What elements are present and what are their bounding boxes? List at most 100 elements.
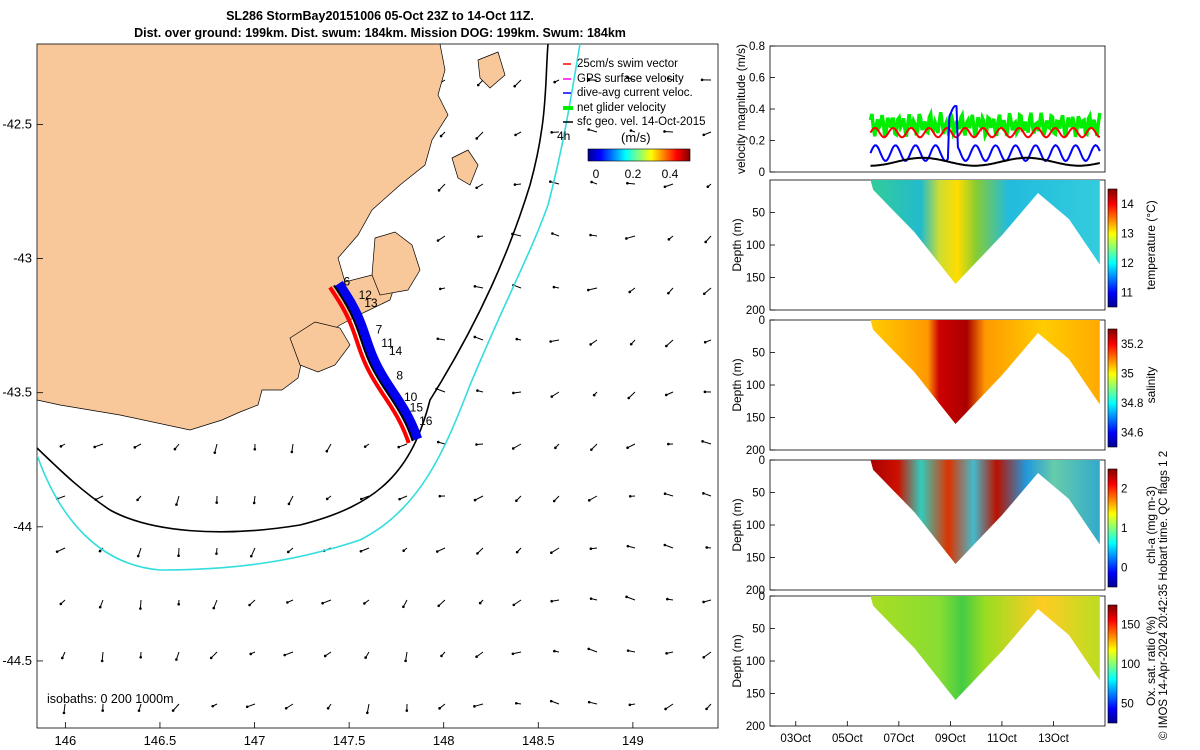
current-arrow-head bbox=[404, 659, 407, 663]
current-arrow bbox=[360, 547, 370, 552]
current-arrow-head bbox=[665, 652, 668, 655]
current-arrow-head bbox=[589, 547, 593, 551]
current-arrow bbox=[474, 703, 484, 707]
current-arrow-head bbox=[512, 603, 516, 607]
current-arrow-head bbox=[587, 700, 591, 704]
day-label-3: 7 bbox=[376, 323, 383, 337]
current-arrow bbox=[551, 700, 560, 705]
current-arrow-head bbox=[435, 550, 439, 553]
glider-path bbox=[333, 284, 414, 442]
current-arrow-head bbox=[702, 492, 705, 495]
current-arrow bbox=[284, 651, 294, 656]
isobath-200m bbox=[37, 44, 549, 533]
current-arrow bbox=[705, 235, 712, 243]
map-y-tick-0: -42.5 bbox=[2, 116, 32, 131]
current-arrow-head bbox=[215, 552, 218, 555]
current-arrow-head bbox=[177, 554, 180, 558]
section-ytick-0: 0 bbox=[759, 315, 765, 327]
current-arrow bbox=[101, 651, 104, 661]
current-arrow-head bbox=[171, 709, 175, 712]
current-arrow-head bbox=[554, 446, 557, 450]
section-ylabel: Depth (m) bbox=[730, 358, 744, 411]
current-arrow-head bbox=[551, 232, 554, 235]
section-ylabel: Depth (m) bbox=[730, 218, 744, 271]
current-arrow bbox=[474, 285, 484, 289]
map-y-tick-1: -43 bbox=[13, 251, 32, 266]
tasman-peninsula bbox=[289, 321, 351, 373]
time-tick-2: 07Oct bbox=[884, 733, 915, 745]
current-arrow bbox=[437, 547, 446, 552]
current-arrow-head bbox=[402, 605, 405, 609]
section-ytick-4: 200 bbox=[746, 445, 765, 457]
swim-vector-track bbox=[328, 286, 411, 444]
current-arrow-head bbox=[287, 502, 291, 506]
current-arrow-head bbox=[706, 185, 710, 189]
section-colorbar bbox=[1107, 188, 1118, 308]
imos-footer: © IMOS 14-Apr-2024 20:42:35 Hobart time.… bbox=[1158, 450, 1170, 740]
current-arrow-head bbox=[137, 709, 141, 712]
current-arrow bbox=[626, 235, 636, 239]
current-arrow-head bbox=[436, 239, 440, 242]
chart-title-line1: SL286 StormBay20151006 05-Oct 23Z to 14-… bbox=[226, 9, 534, 23]
current-arrow-head bbox=[550, 551, 553, 555]
velocity-panel: 0 0.2 0.4 0.6 0.8 velocity magnitude (m/s) bbox=[734, 41, 1106, 179]
current-arrow bbox=[664, 130, 674, 133]
current-arrow-head bbox=[245, 705, 249, 709]
legend-swim-label: 25cm/s swim vector bbox=[577, 58, 678, 70]
day-label-6: 8 bbox=[396, 368, 403, 382]
freycinet-peninsula bbox=[477, 51, 506, 89]
current-arrow-head bbox=[61, 656, 64, 660]
current-arrow-head bbox=[705, 707, 708, 711]
current-arrow bbox=[628, 391, 636, 399]
colorbar-tick-0: 0 bbox=[1121, 562, 1127, 574]
current-arrow bbox=[474, 336, 484, 341]
current-arrow-head bbox=[475, 137, 479, 140]
current-arrow-head bbox=[359, 549, 363, 553]
current-arrow-head bbox=[475, 186, 478, 190]
current-arrow-head bbox=[592, 393, 596, 397]
current-arrow bbox=[664, 544, 674, 549]
current-arrow-head bbox=[323, 654, 327, 658]
current-arrow-head bbox=[626, 181, 629, 185]
colorbar-tick-1: 34.8 bbox=[1121, 398, 1143, 410]
section-ytick-1: 100 bbox=[746, 240, 765, 252]
current-arrow bbox=[665, 703, 674, 710]
current-arrow-head bbox=[437, 189, 441, 192]
day-label-0: 6 bbox=[343, 274, 350, 288]
current-arrow-head bbox=[59, 445, 63, 448]
current-arrow bbox=[438, 183, 446, 191]
time-tick-3: 09Oct bbox=[935, 733, 966, 745]
isobath-1000m bbox=[37, 44, 581, 571]
velocity-series-3 bbox=[870, 156, 1101, 167]
current-arrow-head bbox=[248, 603, 251, 607]
current-arrow-head bbox=[553, 649, 556, 653]
day-label-1: 12 bbox=[359, 288, 373, 302]
colorbar-tick-2: 150 bbox=[1121, 620, 1140, 632]
current-arrow-head bbox=[514, 133, 517, 137]
current-arrow-head bbox=[437, 604, 441, 608]
velocity-series-2 bbox=[869, 104, 1101, 163]
isobath-legend-label: isobaths: 0 200 1000m bbox=[47, 692, 173, 706]
current-arrow bbox=[250, 547, 256, 557]
current-arrow bbox=[513, 284, 522, 289]
day-label-5: 14 bbox=[389, 344, 403, 358]
current-arrow-head bbox=[702, 655, 706, 659]
current-arrow bbox=[437, 235, 446, 241]
current-arrow-head bbox=[284, 706, 288, 710]
colorbar-label: salinity bbox=[1144, 367, 1158, 404]
current-arrow bbox=[626, 596, 636, 601]
current-arrow bbox=[214, 443, 218, 453]
current-arrow bbox=[57, 495, 66, 500]
velocity-series-1 bbox=[869, 126, 1101, 139]
velocity-ytick-3: 0.6 bbox=[749, 73, 765, 85]
legend-net-label: net glider velocity bbox=[577, 102, 666, 114]
current-arrow bbox=[172, 703, 180, 711]
map-y-tick-2: -43.5 bbox=[2, 385, 32, 400]
current-arrow bbox=[399, 495, 408, 500]
current-arrow-head bbox=[475, 443, 478, 446]
current-arrow bbox=[514, 79, 522, 87]
current-arrow-head bbox=[511, 652, 515, 656]
current-arrow-head bbox=[667, 291, 670, 295]
map-x-ticks: 146 146.5 147 147.5 148 148.5 149 bbox=[55, 722, 644, 748]
